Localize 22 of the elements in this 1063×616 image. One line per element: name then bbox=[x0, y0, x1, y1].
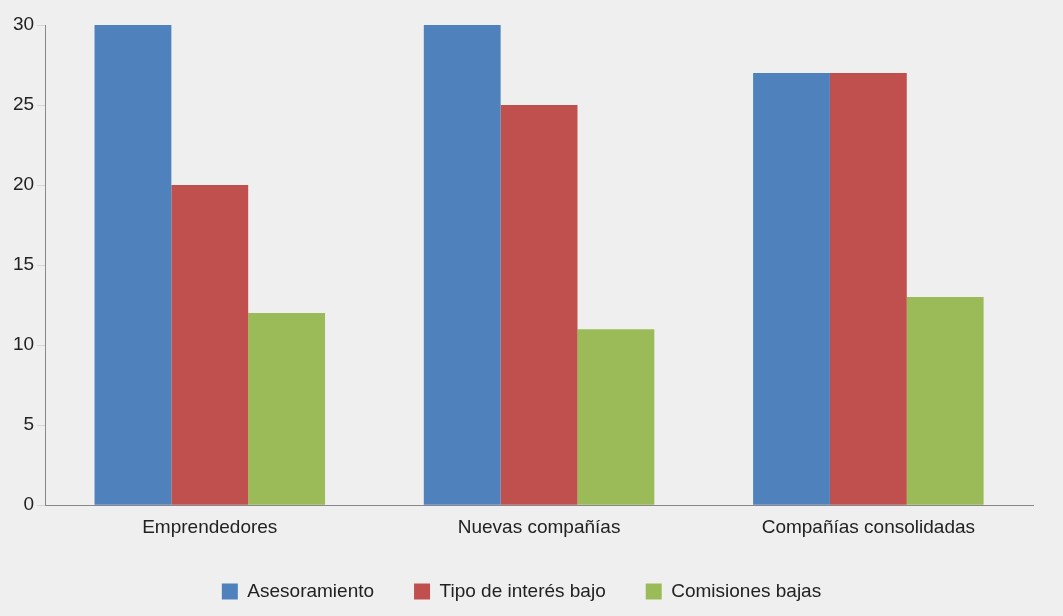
bar bbox=[577, 329, 655, 505]
bar bbox=[829, 73, 907, 505]
legend-label: Tipo de interés bajo bbox=[439, 579, 606, 601]
bar bbox=[753, 73, 830, 505]
y-tick-label: 25 bbox=[12, 93, 35, 115]
bar bbox=[500, 105, 578, 505]
y-tick-label: 20 bbox=[12, 173, 35, 195]
bar bbox=[94, 25, 172, 505]
y-tick-label: 10 bbox=[12, 333, 35, 355]
legend-label: Asesoramiento bbox=[247, 579, 375, 601]
x-tick-label: Emprendedores bbox=[142, 515, 278, 537]
x-tick-label: Compañías consolidadas bbox=[761, 515, 976, 537]
y-tick-label: 15 bbox=[12, 253, 35, 275]
y-tick-label: 30 bbox=[12, 13, 35, 35]
x-tick-label: Nuevas compañías bbox=[457, 515, 621, 537]
legend-label: Comisiones bajas bbox=[671, 579, 822, 601]
bar bbox=[423, 25, 501, 505]
bar bbox=[248, 313, 326, 505]
y-tick-label: 0 bbox=[23, 493, 35, 515]
bar bbox=[171, 185, 249, 505]
bar bbox=[906, 297, 984, 505]
y-tick-label: 5 bbox=[23, 413, 35, 435]
